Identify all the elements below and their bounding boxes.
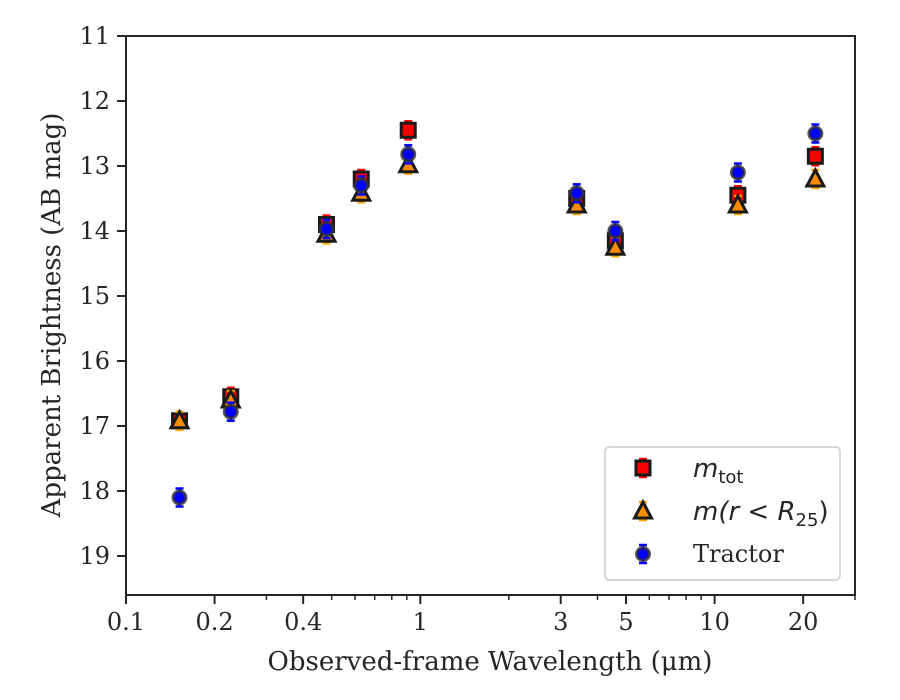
data-point bbox=[804, 166, 827, 188]
y-axis-title: Apparent Brightness (AB mag) bbox=[37, 113, 67, 519]
data-point bbox=[168, 408, 191, 430]
plot-area bbox=[168, 120, 827, 508]
y-tick-label: 15 bbox=[79, 282, 110, 310]
x-tick-label: 0.4 bbox=[284, 608, 322, 636]
x-tick-label: 0.2 bbox=[196, 608, 234, 636]
data-point bbox=[806, 147, 824, 165]
y-tick-label: 11 bbox=[79, 22, 110, 50]
legend-marker-triangle bbox=[632, 498, 654, 520]
data-point bbox=[353, 177, 370, 194]
series-triangle-1 bbox=[168, 152, 827, 432]
y-tick-label: 13 bbox=[79, 152, 110, 180]
x-tick-label: 10 bbox=[699, 608, 730, 636]
legend-box bbox=[604, 446, 841, 581]
legend-label-rest: ) bbox=[818, 497, 828, 527]
data-point bbox=[729, 164, 746, 181]
data-point bbox=[607, 223, 624, 239]
legend-label-sub: tot bbox=[718, 467, 743, 488]
x-tick-label: 3 bbox=[553, 608, 568, 636]
series-square-0 bbox=[171, 120, 824, 432]
y-tick-label: 19 bbox=[79, 542, 110, 570]
legend-label-main: m(r < R bbox=[693, 497, 796, 527]
data-point bbox=[565, 192, 588, 214]
data-point bbox=[604, 235, 627, 256]
data-point bbox=[399, 121, 417, 139]
legend-label: m(r < R25) bbox=[693, 497, 829, 531]
legend-marker-circle bbox=[635, 546, 651, 562]
y-tick-label: 16 bbox=[79, 347, 110, 375]
data-point bbox=[726, 192, 749, 214]
legend-label: Tractor bbox=[693, 540, 784, 568]
data-point bbox=[807, 125, 824, 142]
x-axis-title: Observed-frame Wavelength (μm) bbox=[268, 647, 713, 677]
data-point bbox=[400, 146, 417, 163]
legend-label-main: m bbox=[693, 454, 718, 484]
legend-label: mtot bbox=[693, 454, 743, 488]
data-point bbox=[568, 185, 585, 202]
x-tick-label: 20 bbox=[788, 608, 819, 636]
y-tick-label: 18 bbox=[79, 477, 110, 505]
x-tick-label: 1 bbox=[413, 608, 428, 636]
data-point bbox=[222, 403, 239, 420]
legend: mtot m(r < R25) Tractor bbox=[604, 446, 841, 581]
y-tick-label: 17 bbox=[79, 412, 110, 440]
legend-label-sub: 25 bbox=[796, 510, 819, 531]
series-circle-2 bbox=[171, 123, 824, 508]
y-tick-label: 12 bbox=[79, 87, 110, 115]
data-point bbox=[171, 489, 188, 506]
data-point bbox=[318, 221, 335, 238]
x-tick-label: 5 bbox=[618, 608, 633, 636]
legend-marker-square bbox=[634, 459, 652, 477]
y-tick-label: 14 bbox=[79, 217, 110, 245]
axes-frame bbox=[125, 35, 856, 596]
x-tick-label: 0.1 bbox=[107, 608, 145, 636]
